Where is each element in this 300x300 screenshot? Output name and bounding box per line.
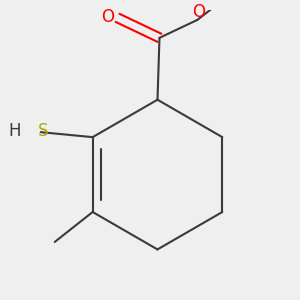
Text: O: O	[192, 3, 205, 21]
Text: S: S	[38, 122, 48, 140]
Text: H: H	[9, 122, 21, 140]
Text: O: O	[101, 8, 114, 26]
